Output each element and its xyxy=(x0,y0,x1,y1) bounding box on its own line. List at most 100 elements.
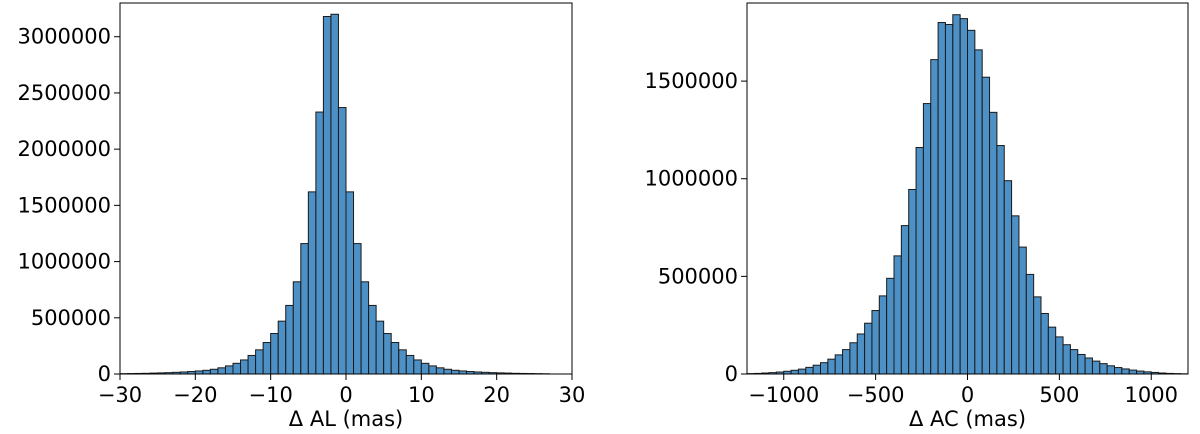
ac-histogram-bar xyxy=(996,145,1005,375)
ac-histogram-bar xyxy=(1114,367,1123,375)
al-histogram-bar xyxy=(353,243,362,375)
ac-histogram-bar xyxy=(1040,312,1049,375)
ac-histogram-bar xyxy=(842,349,851,375)
ac-histogram-bar xyxy=(900,225,910,375)
al-histogram-bar xyxy=(277,320,287,375)
ac-histogram-bar xyxy=(1099,363,1108,375)
al-y-tick-label: 1000000 xyxy=(17,250,111,274)
al-histogram-bar xyxy=(292,281,302,375)
ac-histogram-bar xyxy=(1055,336,1064,375)
ac-x-tick-label: 0 xyxy=(961,383,974,407)
ac-y-ticks: 0 500000 1000000 1500000 xyxy=(644,69,747,386)
al-y-tick-label: 3000000 xyxy=(17,25,111,49)
al-histogram-bars xyxy=(119,13,550,375)
ac-histogram-bar xyxy=(952,14,961,375)
al-y-tick-label: 2000000 xyxy=(17,137,111,161)
ac-x-tick-label: 500 xyxy=(1039,383,1079,407)
al-histogram-bar xyxy=(435,367,445,375)
ac-x-tick-label: 1000 xyxy=(1125,383,1178,407)
al-histogram-bar xyxy=(413,359,422,375)
al-x-ticks: −30 −20 −10 0 10 20 30 xyxy=(98,374,586,407)
ac-histogram-bar xyxy=(856,333,866,375)
ac-histogram-bar xyxy=(1025,273,1035,375)
ac-histogram-bar xyxy=(790,369,799,375)
al-histogram-bar xyxy=(285,304,294,375)
al-histogram-bar xyxy=(322,15,332,375)
al-y-tick-label: 2500000 xyxy=(17,81,111,105)
al-histogram-bar xyxy=(315,111,324,375)
al-x-tick-label: 0 xyxy=(339,383,352,407)
al-x-tick-label: 10 xyxy=(408,383,435,407)
ac-histogram-bar xyxy=(797,368,807,375)
al-x-tick-label: 30 xyxy=(559,383,586,407)
al-histogram-bar xyxy=(209,368,219,375)
ac-y-tick-label: 0 xyxy=(725,362,738,386)
al-x-tick-label: −10 xyxy=(249,383,293,407)
ac-x-ticks: −1000 −500 0 500 1000 xyxy=(748,374,1178,407)
ac-histogram-bar xyxy=(1077,353,1086,375)
ac-histogram-bar xyxy=(981,76,991,375)
al-histogram-bar xyxy=(202,369,211,375)
ac-histogram-bars xyxy=(746,14,1189,375)
ac-histogram-bar xyxy=(886,277,895,375)
al-histogram-bar xyxy=(255,349,264,375)
ac-histogram-bar xyxy=(922,103,932,375)
al-x-axis-label: Δ AL (mas) xyxy=(289,407,403,431)
al-histogram-bar xyxy=(224,365,234,375)
ac-histogram-bar xyxy=(989,111,998,375)
al-histogram-bar xyxy=(405,354,415,375)
ac-histogram-bar xyxy=(1069,349,1079,375)
ac-histogram-bar xyxy=(1062,344,1071,375)
ac-histogram-bar xyxy=(1033,296,1042,375)
ac-histogram-bar xyxy=(1047,326,1057,375)
al-histogram-bar xyxy=(450,369,460,375)
ac-histogram-bar xyxy=(1018,246,1027,375)
al-x-tick-label: −30 xyxy=(98,383,142,407)
ac-x-tick-label: −500 xyxy=(847,383,905,407)
al-histogram-bar xyxy=(240,359,249,375)
al-histogram-bar xyxy=(337,107,347,375)
ac-histogram-bar xyxy=(1003,180,1013,375)
al-histogram-bar xyxy=(383,333,392,375)
al-histogram-panel: −30 −20 −10 0 10 20 30 0 500000 1000000 1500000 20… xyxy=(17,2,586,431)
ac-histogram-bar xyxy=(937,22,946,375)
ac-histogram-bar xyxy=(871,310,880,375)
ac-x-axis-label: Δ AC (mas) xyxy=(909,407,1026,431)
ac-histogram-bar xyxy=(834,354,844,375)
al-y-ticks: 0 500000 1000000 1500000 2000000 2500000 30000… xyxy=(17,25,120,386)
ac-histogram-bar xyxy=(967,29,976,375)
ac-histogram-bar xyxy=(974,49,983,375)
ac-histogram-bar xyxy=(812,364,822,375)
ac-histogram-bar xyxy=(1106,365,1116,375)
al-y-tick-label: 1500000 xyxy=(17,193,111,217)
ac-y-tick-label: 1500000 xyxy=(644,69,738,93)
ac-histogram-bar xyxy=(1084,357,1093,375)
al-histogram-bar xyxy=(390,342,400,375)
ac-histogram-bar xyxy=(944,23,954,375)
al-histogram-bar xyxy=(443,368,452,375)
al-histogram-bar xyxy=(247,354,257,375)
al-histogram-bar xyxy=(375,320,385,375)
ac-histogram-bar xyxy=(1128,369,1138,375)
al-histogram-bar xyxy=(345,191,355,375)
ac-histogram-bar xyxy=(820,362,829,375)
ac-histogram-bar xyxy=(1011,215,1020,375)
ac-histogram-bar xyxy=(1091,360,1101,375)
ac-histogram-bar xyxy=(915,146,924,375)
al-histogram-bar xyxy=(420,362,430,375)
ac-histogram-bar xyxy=(878,295,888,375)
al-histogram-bar xyxy=(262,342,272,375)
ac-y-tick-label: 500000 xyxy=(658,264,738,288)
ac-histogram-bar xyxy=(864,322,873,375)
ac-x-tick-label: −1000 xyxy=(748,383,819,407)
ac-y-tick-label: 1000000 xyxy=(644,167,738,191)
ac-histogram-bar xyxy=(805,366,814,375)
al-x-tick-label: −20 xyxy=(173,383,217,407)
al-histogram-bar xyxy=(217,367,226,375)
ac-histogram-bar xyxy=(849,342,858,375)
al-y-tick-label: 0 xyxy=(98,362,111,386)
ac-histogram-bar xyxy=(908,188,917,375)
ac-histogram-bar xyxy=(930,59,939,375)
ac-histogram-bar xyxy=(827,358,836,375)
